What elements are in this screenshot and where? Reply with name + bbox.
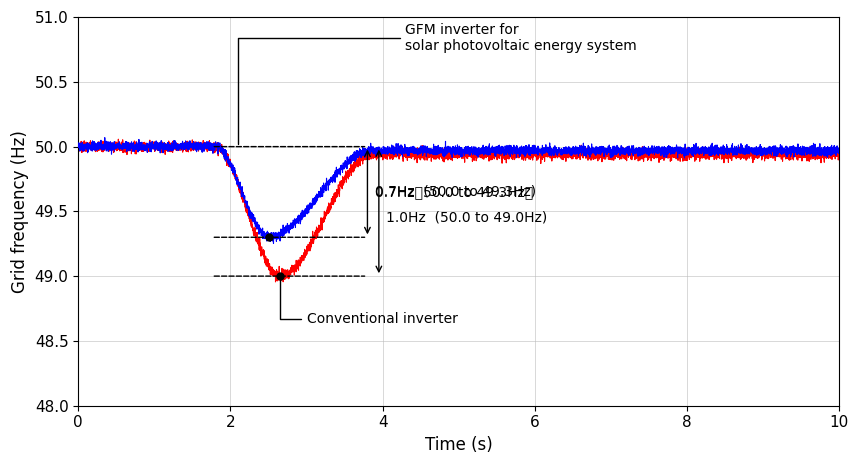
Text: 0.7Hz　50.0 to 49.3Hz、: 0.7Hz 50.0 to 49.3Hz、: [375, 185, 533, 199]
Y-axis label: Grid frequency (Hz): Grid frequency (Hz): [11, 130, 29, 293]
X-axis label: Time (s): Time (s): [425, 436, 493, 454]
Text: 0.7Hz  (50.0 to 49.3Hz): 0.7Hz (50.0 to 49.3Hz): [375, 185, 536, 199]
Text: GFM inverter for
solar photovoltaic energy system: GFM inverter for solar photovoltaic ener…: [238, 23, 637, 144]
Text: 1.0Hz  (50.0 to 49.0Hz): 1.0Hz (50.0 to 49.0Hz): [386, 211, 548, 225]
Text: Conventional inverter: Conventional inverter: [280, 279, 458, 326]
